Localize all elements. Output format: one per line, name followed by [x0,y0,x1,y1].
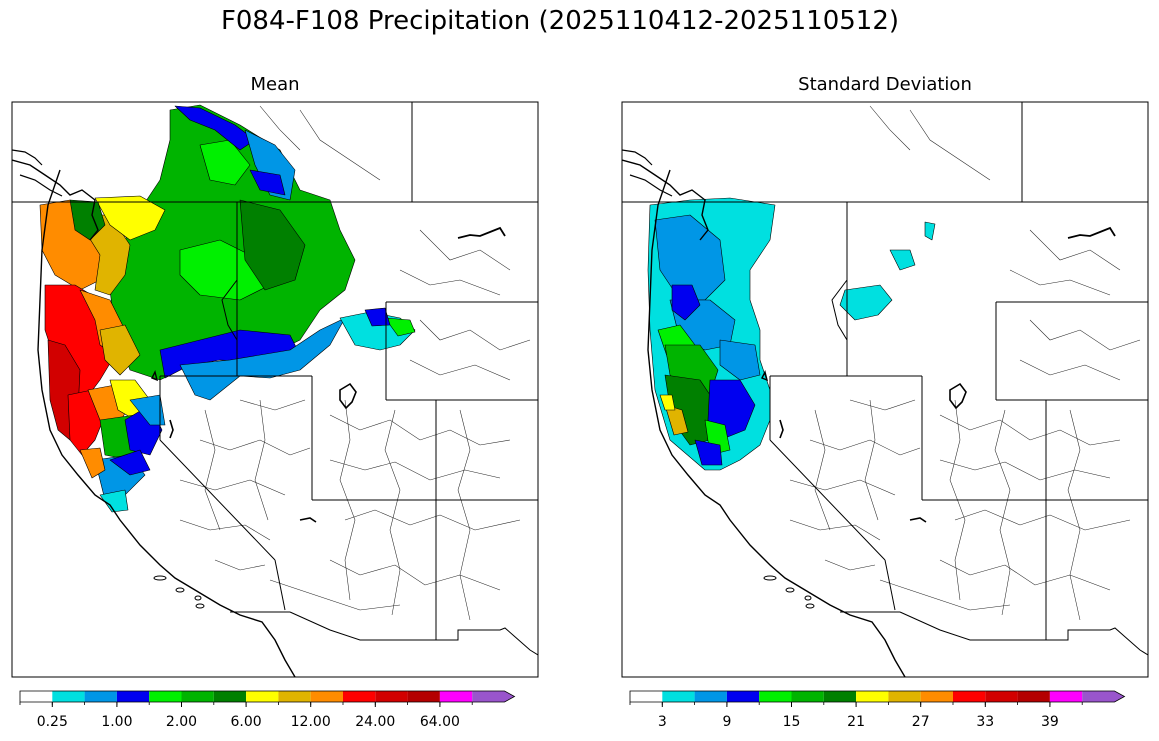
colorbar-tick-label: 24.00 [355,714,395,730]
colorbar-swatch [791,691,824,702]
region-yellow-north [94,195,166,241]
colorbar-swatch [181,691,214,702]
region-blue-east [364,307,391,327]
colorbar-swatch [856,691,889,702]
colorbar-tick-label: 15 [783,714,801,730]
sd-cyan-ne3 [924,221,936,241]
mean-map [12,102,538,677]
colorbar-swatch [149,691,182,702]
colorbar-swatch [1049,691,1083,702]
colorbar-outline [629,690,1126,703]
sd-gold [664,404,689,436]
colorbar-swatch [726,691,760,702]
region-orange-sw [79,447,106,479]
region-gold-mid [99,324,141,376]
colorbar-swatch [823,691,857,702]
colorbar-swatch [1017,691,1050,702]
colorbar-swatch [20,691,53,702]
sd-cyan-ne2 [889,249,916,271]
colorbar-tick-label: 33 [976,714,994,730]
region-blue-north [174,105,256,151]
colorbar-swatch [759,691,792,702]
colorbar-swatch [310,691,343,702]
colorbar-swatch [246,691,279,702]
colorbar-tick-label: 1.00 [101,714,132,730]
colorbar-swatch [52,691,85,702]
colorbar-swatch [662,691,695,702]
sd-darkblue-a [671,284,701,321]
colorbar-tick-label: 3 [658,714,667,730]
colorbar-swatch [472,691,515,702]
colorbar-tick-label: 27 [912,714,930,730]
colorbar-swatch [920,691,953,702]
colorbar-tick-label: 6.00 [231,714,262,730]
colorbar-swatch [278,691,311,702]
region-cyan-south [129,394,166,426]
colorbar-tick-label: 21 [847,714,865,730]
panel-title-mean: Mean [250,74,300,95]
sd-yellow [659,394,676,411]
colorbar-swatch [116,691,150,702]
colorbar-swatch [953,691,986,702]
colorbar-swatch [888,691,921,702]
region-darkest-green [239,199,306,291]
colorbar-swatch [1082,691,1125,702]
colorbar-swatch [343,691,376,702]
region-blue-nne [249,169,286,196]
colorbar-swatch [84,691,117,702]
stddev-map [621,101,1149,678]
sd-blue-e [694,439,723,466]
sd-blue-a [654,214,726,301]
colorbar-tick-label: 39 [1041,714,1059,730]
colorbar-swatch [407,691,440,702]
colorbar-swatch [694,691,727,702]
region-cyan-center [179,317,346,401]
colorbar-swatch [985,691,1018,702]
panel-title-stddev: Standard Deviation [798,74,972,95]
colorbar-tick-label: 0.25 [37,714,68,730]
region-blue-sw [109,449,151,476]
mean-colorbar: 0.25 1.00 2.00 6.00 12.00 24.00 64.00 [19,690,516,730]
region-green-east [384,317,416,337]
colorbar-outline [19,690,516,703]
sd-cyan-ne [839,284,893,321]
stddev-map-frame [621,101,1149,678]
mean-map-frame [11,101,539,678]
colorbar-tick-label: 9 [722,714,731,730]
colorbar-swatch [439,691,473,702]
stddev-colorbar: 3 9 15 21 27 33 39 [629,690,1126,730]
figure-title: F084-F108 Precipitation (2025110412-2025… [220,6,900,36]
colorbar-tick-label: 2.00 [166,714,197,730]
colorbar-swatch [213,691,247,702]
region-cyan-north [244,129,296,201]
region-green-patch-2 [199,139,251,186]
colorbar-swatch [375,691,408,702]
colorbar-tick-label: 12.00 [291,714,331,730]
sd-cyan-d [719,339,761,381]
colorbar-swatch [630,691,663,702]
region-cyan-tip [99,489,129,513]
colorbar-tick-label: 64.00 [420,714,460,730]
